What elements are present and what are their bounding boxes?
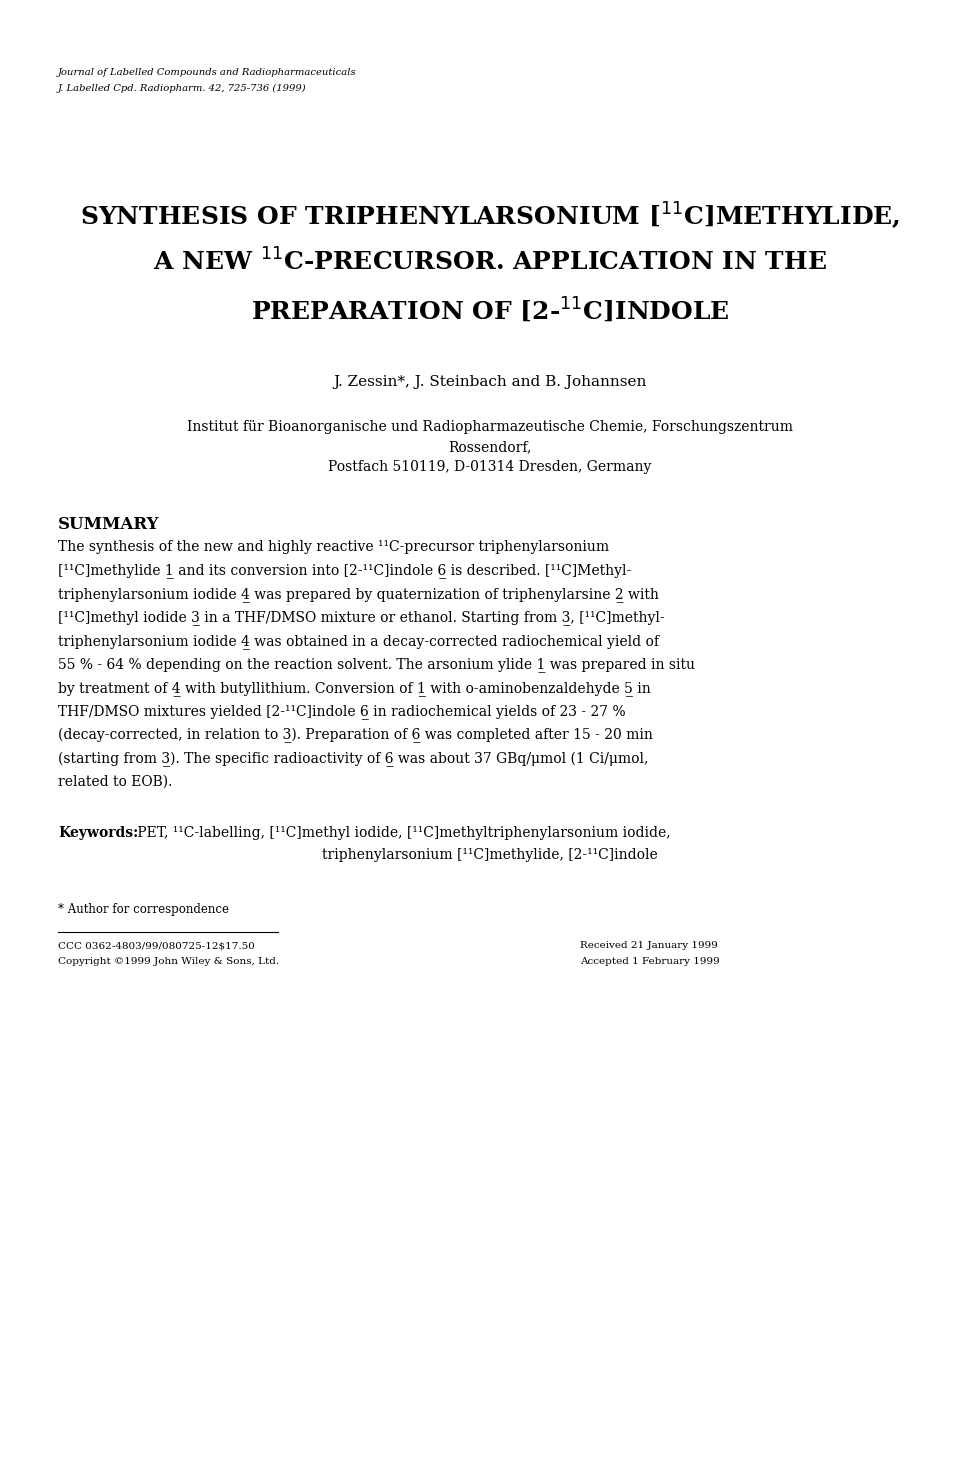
- Text: Journal of Labelled Compounds and Radiopharmaceuticals: Journal of Labelled Compounds and Radiop…: [58, 69, 357, 77]
- Text: Accepted 1 February 1999: Accepted 1 February 1999: [580, 957, 719, 966]
- Text: J. Zessin*, J. Steinbach and B. Johannsen: J. Zessin*, J. Steinbach and B. Johannse…: [333, 375, 647, 390]
- Text: Rossendorf,: Rossendorf,: [448, 441, 532, 454]
- Text: (starting from 3̲). The specific radioactivity of 6̲ was about 37 GBq/μmol (1 Ci: (starting from 3̲). The specific radioac…: [58, 751, 649, 767]
- Text: Institut für Bioanorganische und Radiopharmazeutische Chemie, Forschungszentrum: Institut für Bioanorganische und Radioph…: [187, 420, 793, 433]
- Text: SUMMARY: SUMMARY: [58, 516, 160, 533]
- Text: A NEW $^{11}$C-PRECURSOR. APPLICATION IN THE: A NEW $^{11}$C-PRECURSOR. APPLICATION IN…: [153, 248, 827, 276]
- Text: (decay-corrected, in relation to 3̲). Preparation of 6̲ was completed after 15 -: (decay-corrected, in relation to 3̲). Pr…: [58, 728, 653, 743]
- Text: triphenylarsonium iodide 4̲ was obtained in a decay-corrected radiochemical yiel: triphenylarsonium iodide 4̲ was obtained…: [58, 635, 659, 649]
- Text: triphenylarsonium iodide 4̲ was prepared by quaternization of triphenylarsine 2̲: triphenylarsonium iodide 4̲ was prepared…: [58, 587, 659, 603]
- Text: 55 % - 64 % depending on the reaction solvent. The arsonium ylide 1̲ was prepare: 55 % - 64 % depending on the reaction so…: [58, 658, 695, 673]
- Text: Keywords:: Keywords:: [58, 826, 138, 840]
- Text: Copyright ©1999 John Wiley & Sons, Ltd.: Copyright ©1999 John Wiley & Sons, Ltd.: [58, 957, 279, 966]
- Text: Postfach 510119, D-01314 Dresden, Germany: Postfach 510119, D-01314 Dresden, German…: [328, 460, 652, 474]
- Text: The synthesis of the new and highly reactive ¹¹C-precursor triphenylarsonium: The synthesis of the new and highly reac…: [58, 540, 610, 554]
- Text: CCC 0362-4803/99/080725-12$17.50: CCC 0362-4803/99/080725-12$17.50: [58, 941, 255, 950]
- Text: * Author for correspondence: * Author for correspondence: [58, 903, 229, 916]
- Text: SYNTHESIS OF TRIPHENYLARSONIUM [$^{11}$C]METHYLIDE,: SYNTHESIS OF TRIPHENYLARSONIUM [$^{11}$C…: [80, 200, 900, 231]
- Text: related to EOB).: related to EOB).: [58, 775, 172, 789]
- Text: [¹¹C]methylide 1̲ and its conversion into [2-¹¹C]indole 6̲ is described. [¹¹C]Me: [¹¹C]methylide 1̲ and its conversion int…: [58, 563, 631, 578]
- Text: PET, ¹¹C-labelling, [¹¹C]methyl iodide, [¹¹C]methyltriphenylarsonium iodide,: PET, ¹¹C-labelling, [¹¹C]methyl iodide, …: [133, 826, 670, 840]
- Text: Received 21 January 1999: Received 21 January 1999: [580, 941, 718, 950]
- Text: J. Labelled Cpd. Radiopharm. 42, 725-736 (1999): J. Labelled Cpd. Radiopharm. 42, 725-736…: [58, 85, 307, 93]
- Text: PREPARATION OF [2-$^{11}$C]INDOLE: PREPARATION OF [2-$^{11}$C]INDOLE: [251, 296, 729, 325]
- Text: triphenylarsonium [¹¹C]methylide, [2-¹¹C]indole: triphenylarsonium [¹¹C]methylide, [2-¹¹C…: [322, 849, 658, 862]
- Text: by treatment of 4̲ with butyllithium. Conversion of 1̲ with o-aminobenzaldehyde : by treatment of 4̲ with butyllithium. Co…: [58, 681, 651, 696]
- Text: THF/DMSO mixtures yielded [2-¹¹C]indole 6̲ in radiochemical yields of 23 - 27 %: THF/DMSO mixtures yielded [2-¹¹C]indole …: [58, 705, 625, 719]
- Text: [¹¹C]methyl iodide 3̲ in a THF/DMSO mixture or ethanol. Starting from 3̲, [¹¹C]m: [¹¹C]methyl iodide 3̲ in a THF/DMSO mixt…: [58, 610, 664, 626]
